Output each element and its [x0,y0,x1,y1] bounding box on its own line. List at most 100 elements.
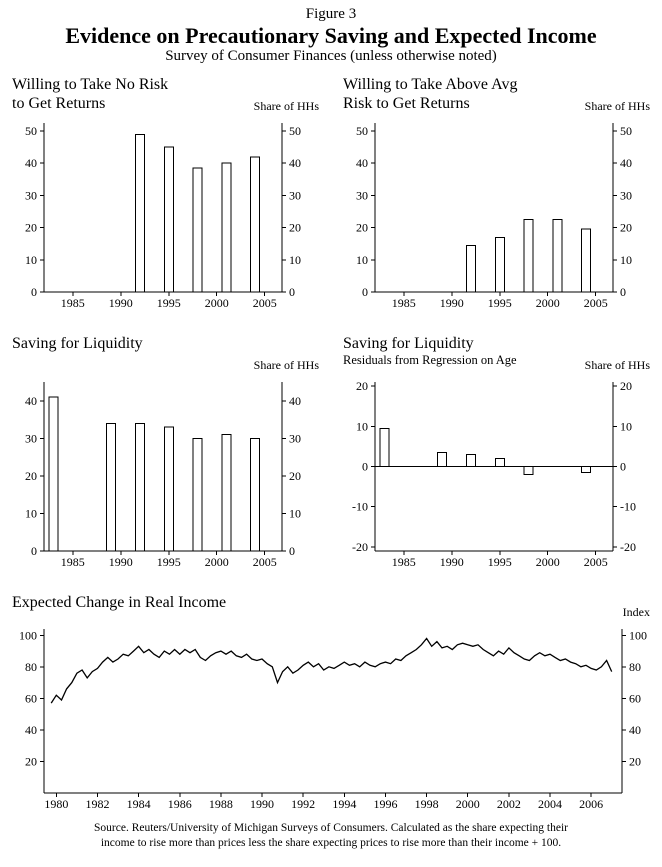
svg-text:1985: 1985 [61,555,85,569]
liquidity-residuals-bar-chart: -20 -20 -10 -10 0 0 10 10 20 20 1985 1990 1995 2000 20… [352,379,636,569]
svg-text:10: 10 [356,420,368,434]
unit-label: Share of HHs [584,99,650,114]
svg-text:40: 40 [620,157,632,171]
svg-text:80: 80 [629,660,641,674]
svg-text:2005: 2005 [253,296,277,310]
page-title: Evidence on Precautionary Saving and Exp… [65,23,597,48]
svg-text:60: 60 [25,692,37,706]
chart-title: Saving for Liquidity [12,335,143,353]
svg-text:40: 40 [289,394,301,408]
svg-text:10: 10 [620,253,632,267]
svg-text:100: 100 [19,629,37,643]
svg-text:2000: 2000 [536,296,560,310]
panel-above-avg-risk: Willing to Take Above Avg Risk to Get Re… [343,75,650,312]
svg-text:20: 20 [289,221,301,235]
unit-label: Index [622,605,650,620]
svg-text:2005: 2005 [253,555,277,569]
svg-text:0: 0 [31,285,37,299]
svg-text:1992: 1992 [291,797,315,811]
source-note: Source. Reuters/University of Michigan S… [8,821,654,851]
source-line-2: income to rise more than prices less the… [100,837,562,850]
svg-text:20: 20 [620,221,632,235]
svg-text:10: 10 [289,507,301,521]
panel-expected-income-header: Expected Change in Real Income Index [12,593,650,621]
svg-text:30: 30 [289,432,301,446]
unit-label: Share of HHs [253,358,319,373]
svg-text:30: 30 [356,189,368,203]
svg-text:2000: 2000 [205,555,229,569]
svg-text:20: 20 [25,755,37,769]
svg-text:1998: 1998 [415,797,439,811]
svg-text:30: 30 [25,432,37,446]
svg-text:10: 10 [25,507,37,521]
svg-text:1996: 1996 [373,797,397,811]
figure-subtitle: Survey of Consumer Finances (unless othe… [165,48,497,65]
svg-text:40: 40 [25,394,37,408]
svg-text:1990: 1990 [109,555,133,569]
svg-text:40: 40 [25,723,37,737]
svg-text:1995: 1995 [488,296,512,310]
panel-above-avg-risk-header: Willing to Take Above Avg Risk to Get Re… [343,75,650,115]
svg-text:20: 20 [629,755,641,769]
svg-text:40: 40 [25,157,37,171]
svg-text:2000: 2000 [456,797,480,811]
svg-text:20: 20 [620,379,632,393]
panel-saving-liquidity: Saving for Liquidity Share of HHs 0 0 10 10… [12,334,319,571]
svg-text:-20: -20 [620,540,636,554]
svg-text:10: 10 [356,253,368,267]
svg-text:10: 10 [620,420,632,434]
svg-text:1988: 1988 [209,797,233,811]
chart-title: Willing to Take No Risk to Get Returns [12,76,169,113]
panel-no-risk-header: Willing to Take No Risk to Get Returns S… [12,75,319,115]
svg-text:1995: 1995 [157,555,181,569]
source-line-1: Source. Reuters/University of Michigan S… [94,822,568,835]
figure-label: Figure 3 [305,6,357,22]
panel-liquidity-residuals: Saving for Liquidity Residuals from Regr… [343,334,650,571]
svg-text:0: 0 [620,285,626,299]
svg-text:2005: 2005 [584,296,608,310]
svg-text:1990: 1990 [250,797,274,811]
svg-text:1990: 1990 [109,296,133,310]
svg-text:80: 80 [25,660,37,674]
svg-text:0: 0 [289,285,295,299]
panel-no-risk: Willing to Take No Risk to Get Returns S… [12,75,319,312]
no-risk-bar-chart: 0 0 10 10 20 20 30 30 40 40 50 50 1985 1990 1995 2000 20… [25,123,301,310]
svg-text:1985: 1985 [392,555,416,569]
svg-text:1980: 1980 [44,797,68,811]
svg-text:50: 50 [25,124,37,138]
svg-text:20: 20 [356,379,368,393]
svg-text:1986: 1986 [168,797,192,811]
svg-text:2004: 2004 [538,797,562,811]
svg-text:2000: 2000 [536,555,560,569]
svg-text:50: 50 [356,124,368,138]
svg-text:1990: 1990 [440,555,464,569]
svg-text:1994: 1994 [332,797,356,811]
svg-text:40: 40 [629,723,641,737]
svg-text:0: 0 [362,285,368,299]
svg-text:20: 20 [356,221,368,235]
svg-text:1985: 1985 [392,296,416,310]
svg-text:30: 30 [289,189,301,203]
svg-text:1995: 1995 [157,296,181,310]
svg-text:30: 30 [620,189,632,203]
panel-liquidity-residuals-header: Saving for Liquidity Residuals from Regr… [343,334,650,374]
svg-text:20: 20 [289,469,301,483]
svg-text:1982: 1982 [85,797,109,811]
panel-expected-income: Expected Change in Real Income Index 20 2… [8,593,654,813]
svg-text:1984: 1984 [127,797,151,811]
svg-text:20: 20 [25,469,37,483]
svg-text:60: 60 [629,692,641,706]
svg-text:1995: 1995 [488,555,512,569]
chart-subtitle: Residuals from Regression on Age [343,353,517,368]
figure-header: Figure 3 Evidence on Precautionary Savin… [8,6,654,65]
panel-saving-liquidity-header: Saving for Liquidity Share of HHs [12,334,319,374]
svg-text:2006: 2006 [579,797,603,811]
svg-text:100: 100 [629,629,647,643]
chart-title: Saving for Liquidity [343,335,474,353]
svg-text:2000: 2000 [205,296,229,310]
svg-text:40: 40 [289,157,301,171]
svg-text:40: 40 [356,157,368,171]
unit-label: Share of HHs [253,99,319,114]
svg-text:10: 10 [289,253,301,267]
charts-grid: Willing to Take No Risk to Get Returns S… [8,75,654,571]
